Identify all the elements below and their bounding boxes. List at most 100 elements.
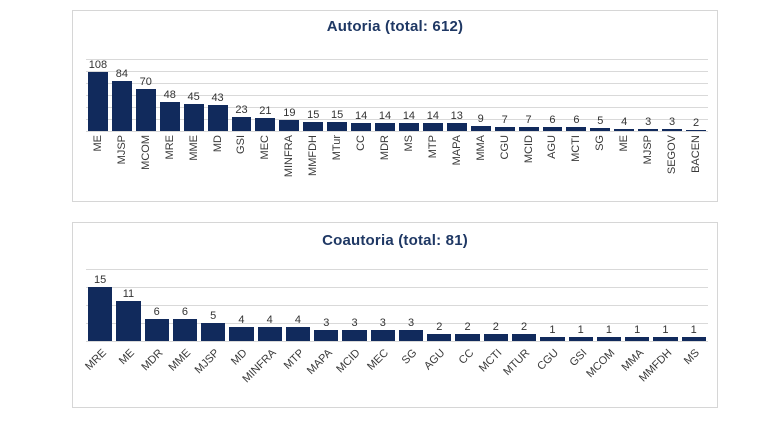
category-label: CGU bbox=[535, 347, 561, 373]
bar-value-label: 2 bbox=[464, 320, 471, 333]
bar-value-label: 1 bbox=[662, 324, 669, 337]
bar-slot: 48 bbox=[158, 59, 182, 131]
bar-slot: 2 bbox=[510, 269, 538, 341]
category-label: MEC bbox=[259, 135, 272, 160]
bar bbox=[590, 128, 611, 131]
bar bbox=[398, 330, 424, 341]
bar-slot: 21 bbox=[253, 59, 277, 131]
category-slot: MMA bbox=[469, 131, 493, 195]
bar-slot: 1 bbox=[567, 269, 595, 341]
bar-slot: 1 bbox=[595, 269, 623, 341]
gridline bbox=[86, 131, 708, 132]
category-label: MME bbox=[187, 135, 200, 161]
category-slot: CC bbox=[349, 131, 373, 195]
bar bbox=[470, 125, 491, 131]
gridline bbox=[86, 59, 708, 60]
bar-slot: 5 bbox=[199, 269, 227, 341]
bar-slot: 4 bbox=[284, 269, 312, 341]
bar-value-label: 1 bbox=[690, 324, 697, 337]
bar bbox=[511, 333, 537, 341]
bar bbox=[201, 323, 226, 341]
category-slot: SEGOV bbox=[660, 131, 684, 195]
bar-value-label: 14 bbox=[402, 109, 416, 122]
bar-value-label: 1 bbox=[605, 324, 612, 337]
bar bbox=[116, 301, 141, 341]
bar-value-label: 9 bbox=[477, 112, 484, 125]
bar bbox=[279, 119, 300, 131]
category-label: MCID bbox=[522, 135, 535, 164]
bar bbox=[183, 104, 204, 131]
bar-value-label: 7 bbox=[525, 113, 532, 126]
bar bbox=[542, 127, 563, 131]
category-label: MCTI bbox=[476, 347, 505, 375]
bar-slot: 6 bbox=[171, 269, 199, 341]
category-label: SG bbox=[594, 135, 607, 151]
bar bbox=[231, 117, 252, 131]
gridline bbox=[86, 341, 708, 342]
bar-value-label: 1 bbox=[549, 324, 556, 337]
category-label: MAPA bbox=[450, 135, 463, 166]
bar-slot: 13 bbox=[445, 59, 469, 131]
bar-slot: 5 bbox=[588, 59, 612, 131]
bar-slot: 1 bbox=[623, 269, 651, 341]
category-label: SG bbox=[399, 347, 420, 367]
bar-slot: 3 bbox=[397, 269, 425, 341]
bar-value-label: 84 bbox=[115, 67, 128, 80]
bar-value-label: 19 bbox=[283, 106, 296, 119]
bar-value-label: 4 bbox=[294, 313, 302, 326]
category-label: MRE bbox=[82, 347, 109, 373]
bar-slot: 14 bbox=[349, 59, 373, 131]
category-label: MME bbox=[166, 347, 194, 374]
bar bbox=[681, 337, 706, 341]
coautoria-chart-panel: Coautoria (total: 81) 15 11 6 6 5 4 4 4 3 3 3 3 2 2 2 2… bbox=[72, 222, 718, 408]
category-slot: SG bbox=[397, 341, 425, 401]
gridline bbox=[86, 305, 708, 306]
category-slot: MMFDH bbox=[301, 131, 325, 195]
bar bbox=[422, 122, 443, 131]
bar-value-label: 4 bbox=[621, 115, 628, 128]
coautoria-bar-chart: 15 11 6 6 5 4 4 4 3 3 3 3 2 2 2 2 1 1 1 1 1 1 MRE ME MDR MME MJSP… bbox=[73, 269, 717, 401]
bar-value-label: 45 bbox=[187, 91, 200, 103]
bar bbox=[342, 330, 367, 341]
bar-slot: 43 bbox=[206, 59, 230, 131]
bar-value-label: 6 bbox=[549, 114, 556, 127]
category-slot: MS bbox=[680, 341, 708, 401]
bar-value-label: 6 bbox=[573, 114, 580, 127]
bar-value-label: 5 bbox=[597, 115, 604, 127]
bar-value-label: 2 bbox=[492, 320, 499, 333]
gridline bbox=[86, 83, 708, 85]
category-label: GSI bbox=[567, 347, 590, 369]
category-label: MD bbox=[229, 347, 250, 368]
bar-slot: 3 bbox=[636, 59, 660, 131]
bar-slot: 23 bbox=[230, 59, 254, 131]
bar-value-label: 3 bbox=[407, 317, 415, 330]
autoria-chart-title: Autoria (total: 612) bbox=[326, 18, 464, 35]
bar bbox=[596, 337, 622, 341]
category-label: CGU bbox=[498, 135, 511, 160]
category-label: CC bbox=[355, 135, 368, 151]
category-label: MTP bbox=[281, 347, 307, 372]
bar-value-label: 15 bbox=[94, 274, 107, 286]
bar-slot: 7 bbox=[517, 59, 541, 131]
category-label: MEC bbox=[365, 347, 392, 373]
bar bbox=[257, 326, 282, 341]
bar-slot: 14 bbox=[421, 59, 445, 131]
category-label: MDR bbox=[379, 135, 392, 161]
bar-slot: 6 bbox=[564, 59, 588, 131]
bar bbox=[111, 80, 132, 131]
bar-slot: 9 bbox=[469, 59, 493, 131]
category-slot: CGU bbox=[493, 131, 517, 195]
bar-value-label: 48 bbox=[163, 89, 176, 102]
bar bbox=[351, 122, 372, 131]
autoria-bar-chart: 108 84 70 48 45 43 23 21 19 15 15 14 14 14 14 13 9 7 7 6 6 5 4… bbox=[73, 59, 717, 195]
category-slot: MJSP bbox=[110, 131, 134, 195]
category-label: GSI bbox=[235, 135, 248, 154]
category-label: MD bbox=[211, 135, 224, 153]
category-label: MINFRA bbox=[283, 135, 296, 178]
bar-value-label: 1 bbox=[634, 324, 641, 337]
category-label: MS bbox=[402, 135, 415, 152]
category-slot: MDR bbox=[373, 131, 397, 195]
category-label: CC bbox=[456, 347, 477, 367]
bar-value-label: 70 bbox=[139, 76, 152, 88]
category-slot: ME bbox=[612, 131, 636, 195]
